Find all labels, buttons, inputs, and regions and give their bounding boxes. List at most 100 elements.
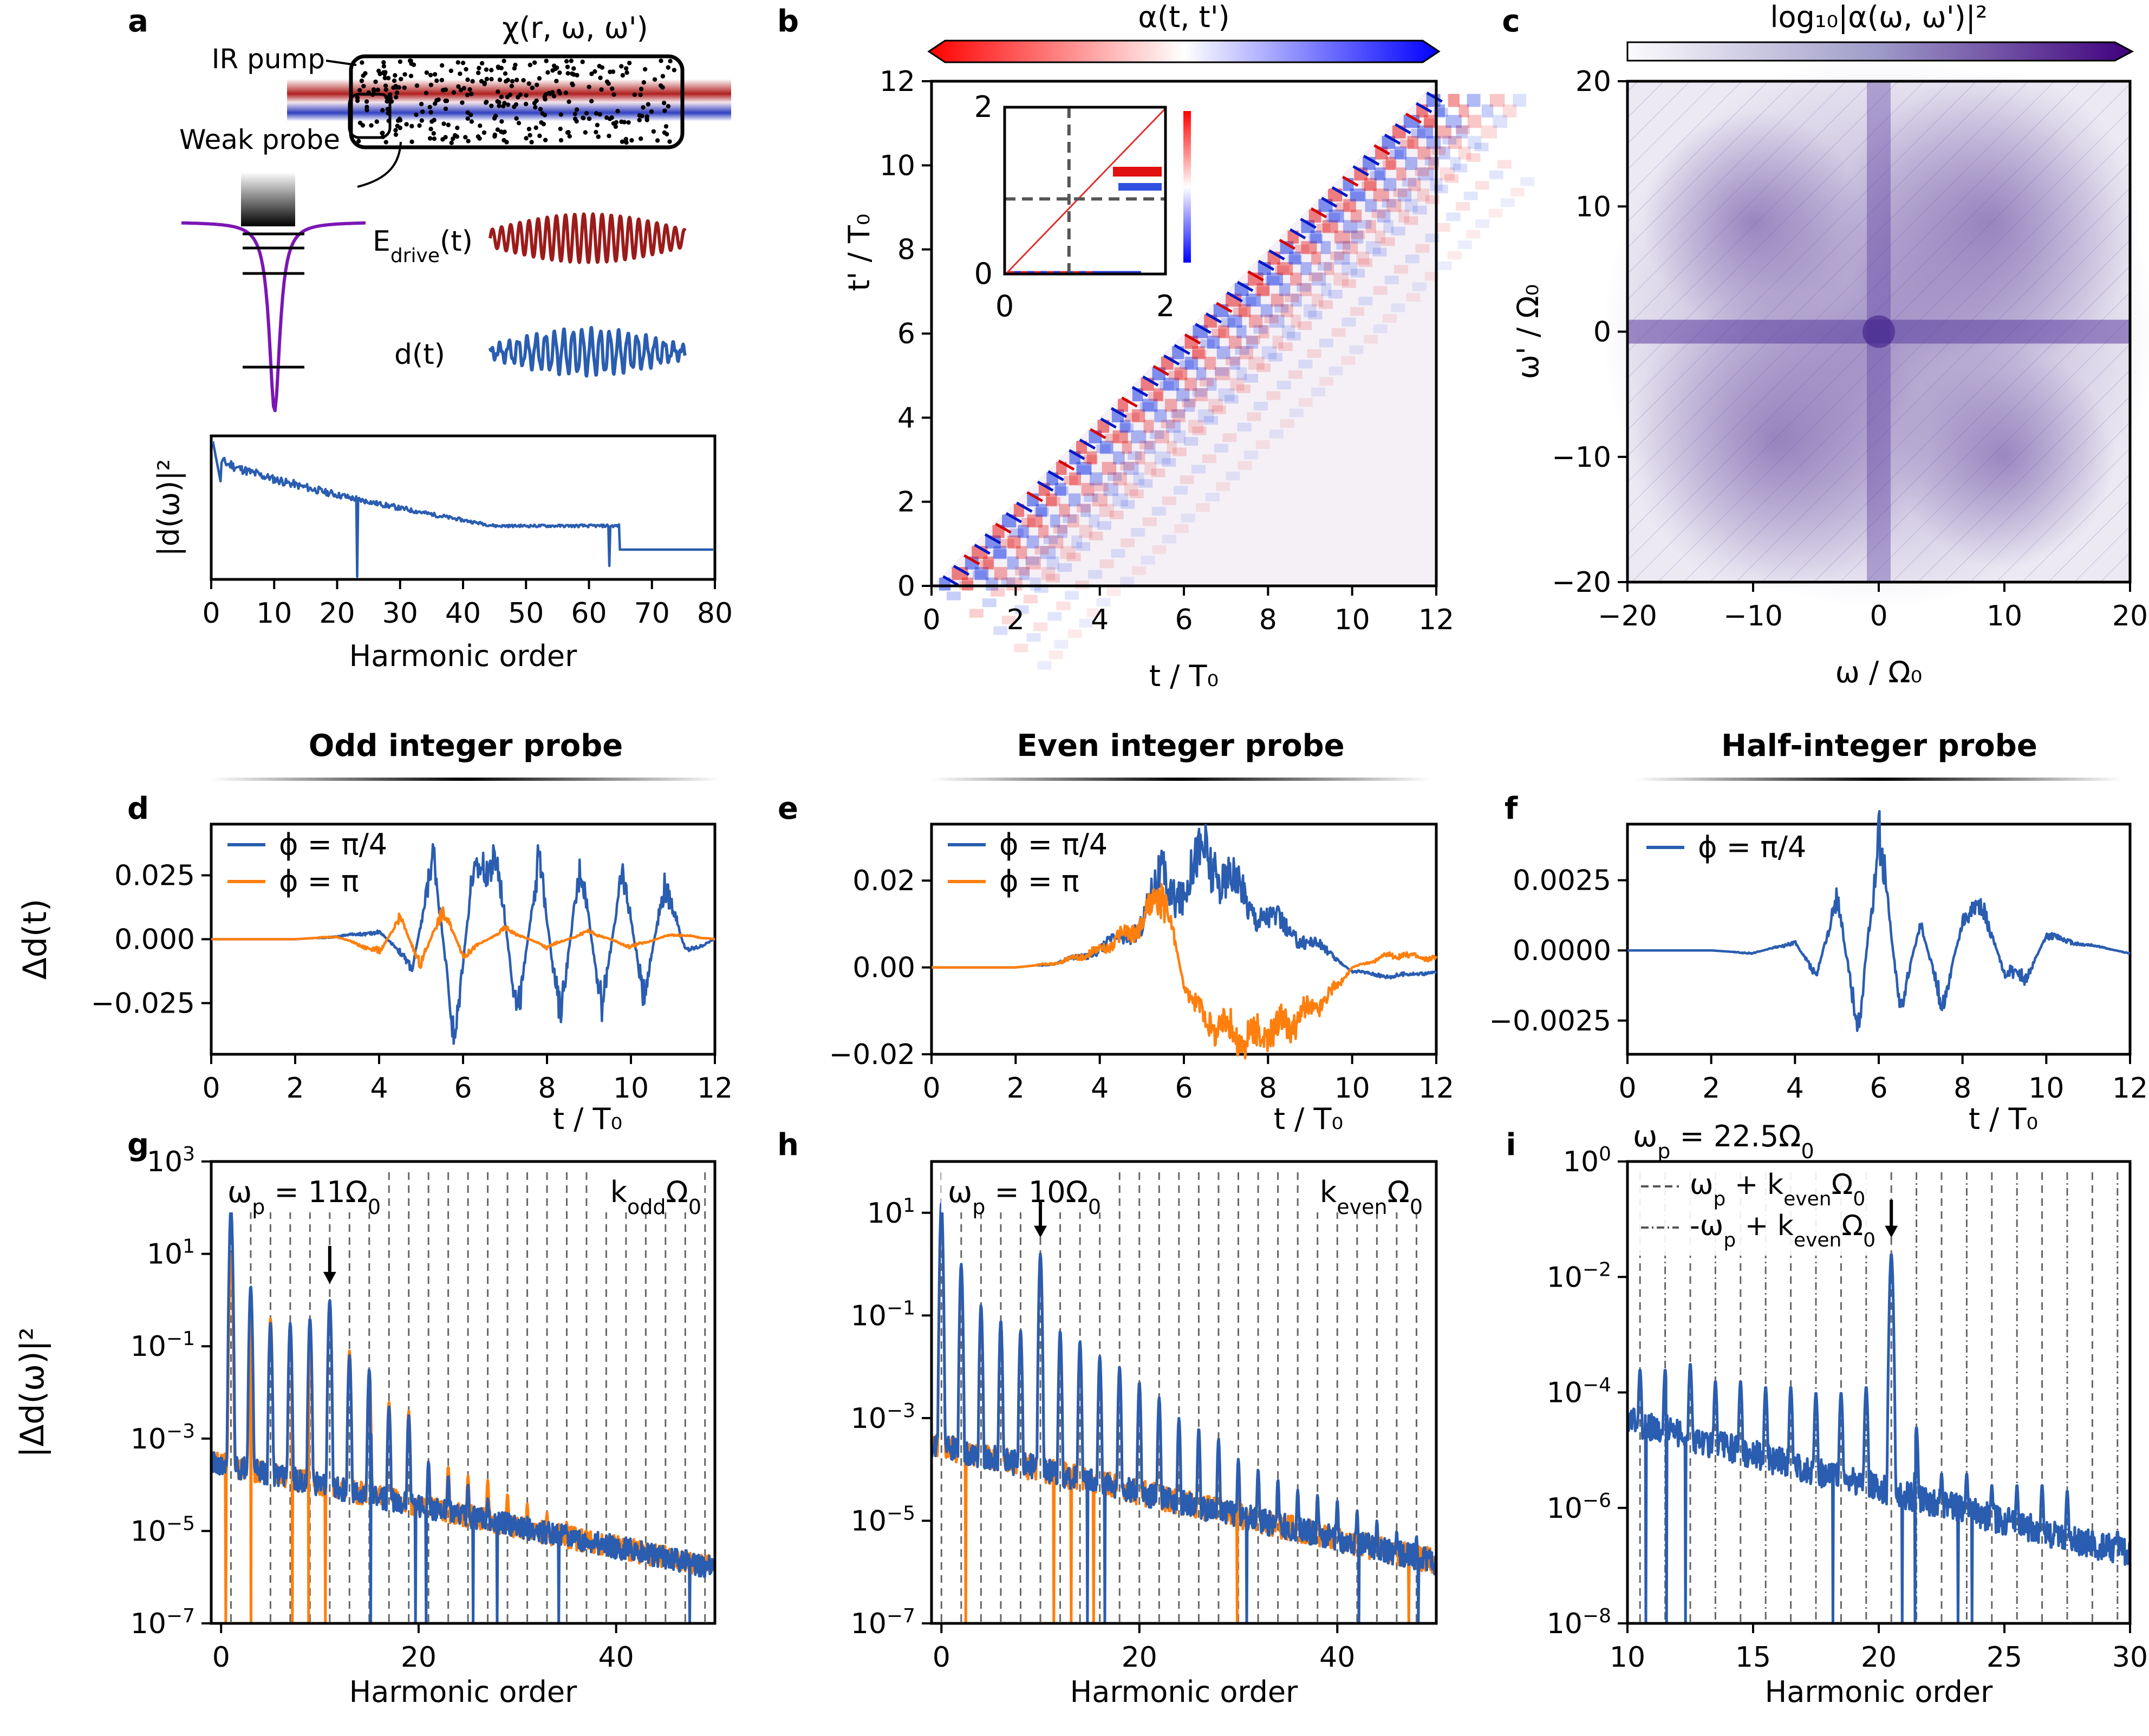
alpha-cell — [1448, 136, 1462, 149]
alpha-cell — [1481, 125, 1497, 139]
alpha-cell — [1399, 139, 1414, 148]
panel-letter-c: c — [1502, 4, 1520, 39]
series-line-phi-pi-over-4 — [1627, 810, 2131, 1032]
particle-dot — [443, 106, 448, 112]
inset-cold-spot — [1118, 183, 1162, 191]
alpha-cell — [1057, 525, 1067, 538]
legend-backdrop — [1633, 1169, 1887, 1256]
alpha-ridge — [1310, 207, 1327, 219]
alpha-cell — [1334, 251, 1350, 265]
alpha-cell — [1370, 171, 1384, 180]
alpha-cell — [1342, 262, 1358, 276]
x-tick-label: 10 — [1610, 1641, 1645, 1674]
alpha-cell — [1489, 170, 1503, 179]
alpha-cell — [1351, 230, 1364, 244]
particle-dot — [660, 74, 666, 79]
spectral-blob — [1627, 291, 1929, 593]
particle-dot — [402, 85, 407, 90]
alpha-cell — [1138, 479, 1153, 488]
alpha-cell — [1066, 552, 1081, 562]
alpha-cell — [1202, 454, 1216, 464]
alpha-cell — [1324, 262, 1334, 276]
y-tick-label: 10−6 — [1547, 1489, 1611, 1525]
particle-dot — [448, 68, 454, 73]
x-tick-label: 8 — [538, 1072, 556, 1105]
alpha-ridge — [1426, 92, 1443, 103]
alpha-cell — [1084, 455, 1098, 464]
alpha-cell — [1377, 210, 1391, 223]
alpha-cell — [1014, 643, 1028, 652]
series-line-phi-pi-over-4 — [1626, 1253, 2132, 1625]
particle-dot — [558, 138, 564, 143]
particle-dot — [419, 118, 425, 123]
alpha-cell — [1342, 317, 1356, 327]
alpha-cell — [1226, 472, 1240, 481]
alpha-cell — [1342, 279, 1356, 288]
particle-dot — [387, 92, 393, 97]
particle-dot — [380, 108, 385, 113]
alpha-cell — [1248, 356, 1265, 370]
particle-dot — [599, 87, 604, 92]
series-line-phi-pi — [931, 883, 1438, 1060]
alpha-cell — [1431, 146, 1446, 155]
alpha-ridge — [1342, 175, 1359, 187]
alpha-cell — [1502, 104, 1517, 118]
alpha-cell — [1162, 496, 1176, 505]
alpha-cell — [1015, 566, 1030, 576]
alpha-cell — [1455, 202, 1470, 211]
x-tick-label: 20 — [319, 597, 355, 630]
alpha-cell — [1174, 367, 1188, 381]
particle-dot — [495, 99, 500, 104]
particle-dot — [463, 135, 468, 140]
colorbar-title: α(t, t') — [1138, 0, 1229, 34]
y-tick-label: −10 — [1552, 441, 1611, 474]
particle-dot — [439, 63, 445, 68]
y-axis-label: ω' / Ω₀ — [1511, 284, 1545, 380]
y-tick-label: 6 — [897, 318, 915, 350]
y-tick-label: −20 — [1552, 566, 1611, 599]
particle-dot — [572, 116, 578, 121]
alpha-cell — [1384, 276, 1399, 284]
medium-box — [349, 54, 685, 149]
alpha-cell — [1319, 300, 1333, 309]
alpha-cell — [1310, 230, 1322, 244]
x-tick-label: −20 — [1598, 600, 1657, 632]
x-tick-label: 12 — [1418, 604, 1454, 636]
alpha-cell — [1088, 570, 1103, 579]
y-tick-label: 0 — [897, 570, 915, 603]
alpha-cell — [1264, 314, 1279, 323]
alpha-cell — [1520, 177, 1535, 186]
alpha-cell — [1076, 542, 1091, 551]
particle-dot — [465, 93, 470, 97]
alpha-cell — [1170, 409, 1185, 418]
pump-probe-beam — [287, 79, 731, 121]
particle-dot — [661, 100, 667, 106]
alpha-cell — [1404, 216, 1418, 225]
alpha-ridge — [1058, 459, 1075, 471]
alpha-cell — [1336, 203, 1350, 212]
alpha-cell — [946, 591, 961, 601]
x-tick-label: 6 — [1175, 1072, 1193, 1105]
alpha-cell — [1237, 422, 1252, 432]
alpha-cell — [1362, 181, 1376, 191]
particle-dot — [551, 63, 557, 68]
particle-dot — [393, 132, 399, 137]
x-tick-label: 20 — [401, 1641, 437, 1674]
alpha-cell — [1474, 142, 1489, 152]
alpha-cell — [1181, 513, 1195, 523]
x-tick-label: 20 — [1861, 1641, 1897, 1674]
dipole-label: d(t) — [394, 338, 445, 371]
particle-dot — [655, 138, 660, 143]
particle-dot — [455, 125, 460, 130]
particle-dot — [381, 64, 387, 69]
particle-dot — [554, 79, 559, 83]
alpha-cell — [1253, 325, 1268, 334]
particle-dot — [360, 60, 364, 65]
alpha-ridge — [1363, 154, 1380, 166]
alpha-cell — [1227, 315, 1242, 328]
alpha-cell — [1080, 504, 1091, 517]
particle-dot — [432, 72, 438, 77]
alpha-ridge — [1258, 259, 1275, 271]
particle-dot — [431, 131, 437, 136]
particle-dot — [424, 70, 429, 75]
